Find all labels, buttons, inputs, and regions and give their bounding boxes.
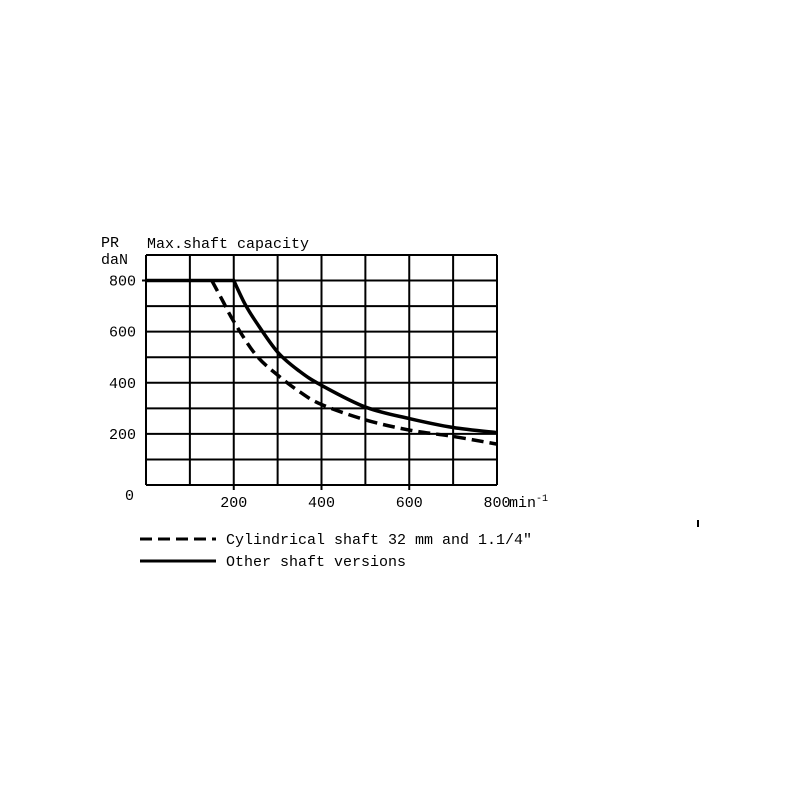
y-tick-label: 200 bbox=[109, 427, 136, 444]
series-line-other-shaft bbox=[146, 278, 498, 435]
x-tick-label: 400 bbox=[308, 495, 335, 512]
x-axis-unit-base: min bbox=[509, 495, 536, 512]
legend-label-cylindrical: Cylindrical shaft 32 mm and 1.1/4" bbox=[226, 532, 532, 549]
x-tick-label: 200 bbox=[220, 495, 247, 512]
grid bbox=[142, 254, 498, 486]
x-axis-unit-exponent: -1 bbox=[536, 494, 548, 505]
series-group bbox=[146, 278, 498, 446]
y-tick-label: 800 bbox=[109, 274, 136, 291]
chart-title: Max.shaft capacity bbox=[147, 236, 309, 253]
legend-label-other: Other shaft versions bbox=[226, 554, 406, 571]
y-axis-label-dan: daN bbox=[101, 252, 128, 269]
y-tick-label: 400 bbox=[109, 376, 136, 393]
x-tick-label: 800 bbox=[483, 495, 510, 512]
legend: Cylindrical shaft 32 mm and 1.1/4" Other… bbox=[140, 532, 532, 571]
origin-label: 0 bbox=[125, 488, 134, 505]
tick-labels: 200 400 600 800 200 400 600 800 bbox=[109, 274, 511, 512]
x-axis-unit: min-1 bbox=[509, 494, 548, 512]
series-line-cylindrical-shaft bbox=[210, 279, 498, 446]
y-axis-label-pr: PR bbox=[101, 235, 119, 252]
y-tick-label: 600 bbox=[109, 325, 136, 342]
x-tick-label: 600 bbox=[396, 495, 423, 512]
